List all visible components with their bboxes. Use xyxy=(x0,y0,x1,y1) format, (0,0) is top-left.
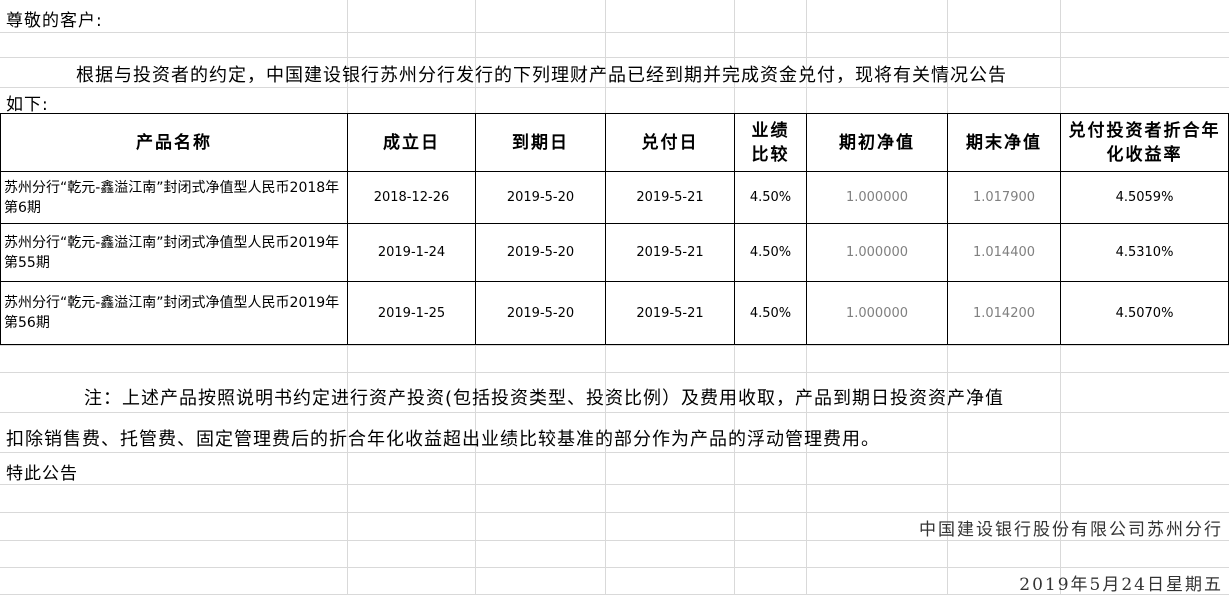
signature: 中国建设银行股份有限公司苏州分行 xyxy=(919,520,1223,540)
grid-row-line xyxy=(0,567,1229,568)
initial-nav: 1.000000 xyxy=(806,171,948,224)
annualized-yield: 4.5059% xyxy=(1060,171,1229,224)
payment-date: 2019-5-21 xyxy=(605,223,735,282)
final-nav: 1.014200 xyxy=(947,281,1061,345)
maturity-date: 2019-5-20 xyxy=(475,171,606,224)
header-payment-date: 兑付日 xyxy=(605,113,735,172)
maturity-date: 2019-5-20 xyxy=(475,223,606,282)
grid-row-line xyxy=(0,345,1229,346)
grid-row-line xyxy=(0,412,1229,413)
note-line-1: 注：上述产品按照说明书约定进行资产投资(包括投资类型、投资比例）及费用收取，产品… xyxy=(84,388,1005,409)
start-date: 2019-1-25 xyxy=(347,281,476,345)
table-header-row: 产品名称 成立日 到期日 兑付日 业绩比较 期初净值 期末净值 兑付投资者折合年… xyxy=(0,113,1229,172)
header-product-name: 产品名称 xyxy=(0,113,348,172)
payment-date: 2019-5-21 xyxy=(605,281,735,345)
final-nav: 1.017900 xyxy=(947,171,1061,224)
initial-nav: 1.000000 xyxy=(806,223,948,282)
product-name: 苏州分行“乾元-鑫溢江南”封闭式净值型人民币2018年第6期 xyxy=(0,171,348,224)
table-row: 苏州分行“乾元-鑫溢江南”封闭式净值型人民币2019年第56期 2019-1-2… xyxy=(0,281,1229,345)
closing: 特此公告 xyxy=(6,464,78,484)
date: 2019年5月24日星期五 xyxy=(1019,575,1223,595)
benchmark: 4.50% xyxy=(734,223,807,282)
payment-date: 2019-5-21 xyxy=(605,171,735,224)
table-row: 苏州分行“乾元-鑫溢江南”封闭式净值型人民币2019年第55期 2019-1-2… xyxy=(0,223,1229,282)
intro-line-2: 如下: xyxy=(6,95,49,115)
header-benchmark: 业绩比较 xyxy=(734,113,807,172)
benchmark: 4.50% xyxy=(734,171,807,224)
annualized-yield: 4.5070% xyxy=(1060,281,1229,345)
annualized-yield: 4.5310% xyxy=(1060,223,1229,282)
header-maturity-date: 到期日 xyxy=(475,113,606,172)
greeting: 尊敬的客户: xyxy=(6,11,103,31)
grid-row-line xyxy=(0,452,1229,453)
header-annualized-yield: 兑付投资者折合年化收益率 xyxy=(1060,113,1229,172)
table-row: 苏州分行“乾元-鑫溢江南”封闭式净值型人民币2018年第6期 2018-12-2… xyxy=(0,171,1229,224)
product-table: 产品名称 成立日 到期日 兑付日 业绩比较 期初净值 期末净值 兑付投资者折合年… xyxy=(0,113,1229,345)
initial-nav: 1.000000 xyxy=(806,281,948,345)
grid-row-line xyxy=(0,372,1229,373)
start-date: 2018-12-26 xyxy=(347,171,476,224)
final-nav: 1.014400 xyxy=(947,223,1061,282)
header-initial-nav: 期初净值 xyxy=(806,113,948,172)
grid-row-line xyxy=(0,512,1229,513)
intro-line-1: 根据与投资者的约定，中国建设银行苏州分行发行的下列理财产品已经到期并完成资金兑付… xyxy=(76,65,1007,86)
note-line-2: 扣除销售费、托管费、固定管理费后的折合年化收益超出业绩比较基准的部分作为产品的浮… xyxy=(6,429,880,450)
header-final-nav: 期末净值 xyxy=(947,113,1061,172)
maturity-date: 2019-5-20 xyxy=(475,281,606,345)
header-start-date: 成立日 xyxy=(347,113,476,172)
grid-row-line xyxy=(0,32,1229,33)
product-name: 苏州分行“乾元-鑫溢江南”封闭式净值型人民币2019年第55期 xyxy=(0,223,348,282)
benchmark: 4.50% xyxy=(734,281,807,345)
grid-row-line xyxy=(0,540,1229,541)
grid-row-line xyxy=(0,87,1229,88)
grid-row-line xyxy=(0,57,1229,58)
grid-row-line xyxy=(0,484,1229,485)
start-date: 2019-1-24 xyxy=(347,223,476,282)
product-name: 苏州分行“乾元-鑫溢江南”封闭式净值型人民币2019年第56期 xyxy=(0,281,348,345)
